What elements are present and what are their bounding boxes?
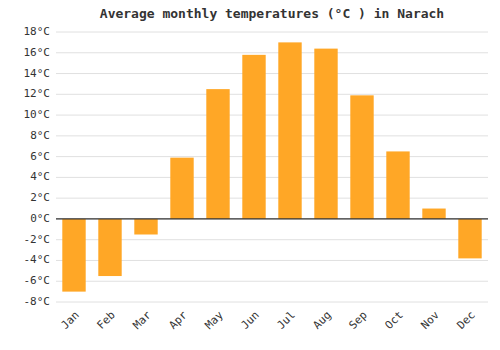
y-tick-label: 4°C	[30, 170, 50, 183]
bar	[170, 158, 193, 219]
grid-line	[56, 73, 488, 74]
bar	[278, 42, 301, 219]
bar	[242, 55, 265, 219]
x-tick-label: Jan	[59, 309, 82, 332]
x-tick-label: Aug	[311, 309, 334, 332]
bar	[350, 95, 373, 219]
y-tick-label: 14°C	[24, 67, 51, 80]
y-tick-label: -8°C	[24, 295, 51, 308]
bar	[62, 219, 85, 292]
bar	[386, 151, 409, 219]
title: Average monthly temperatures (°C ) in Na…	[100, 6, 444, 21]
chart: -8°C -6°C -4°C -2°C 0°C 2°C 4°C 6°C 8°C 10°C 12°C 1…	[0, 0, 500, 350]
x-tick-label: Dec	[455, 309, 478, 332]
x-tick-label: Jul	[275, 309, 298, 332]
bar	[314, 49, 337, 219]
y-tick-label: 16°C	[24, 46, 51, 59]
x-tick-label: Nov	[419, 308, 443, 332]
y-tick-label: -6°C	[24, 274, 51, 287]
y-tick-label: 18°C	[24, 25, 51, 38]
x-tick-label: Mar	[131, 308, 155, 332]
bar	[98, 219, 121, 276]
x-tick-label: Oct	[383, 309, 406, 332]
y-tick-label: 10°C	[24, 108, 51, 121]
x-tick-label: May	[203, 308, 227, 332]
bars	[62, 42, 481, 291]
grid-line	[56, 302, 488, 303]
y-tick-label: 12°C	[24, 87, 51, 100]
x-tick-label: Feb	[95, 309, 118, 332]
grid-line	[56, 198, 488, 199]
y-tick-label: 2°C	[30, 191, 50, 204]
x-tick-label: Jun	[239, 309, 262, 332]
grid-line	[56, 156, 488, 157]
bar	[458, 219, 481, 258]
grid-line	[56, 135, 488, 136]
grid-line	[56, 177, 488, 178]
y-tick-label: 0°C	[30, 212, 50, 225]
x-tick-label: Sep	[347, 309, 370, 332]
grid-line	[56, 115, 488, 116]
x-tick-label: Apr	[167, 308, 191, 332]
grid-line	[56, 218, 488, 219]
baseline	[56, 218, 488, 219]
grid-line	[56, 94, 488, 95]
y-tick-label: -4°C	[24, 253, 51, 266]
grid-line	[56, 281, 488, 282]
bar	[134, 219, 157, 235]
grid	[56, 32, 488, 302]
y-tick-label: 6°C	[30, 150, 50, 163]
y-tick-label: -2°C	[24, 233, 51, 246]
y-tick-label: 8°C	[30, 129, 50, 142]
grid-line	[56, 52, 488, 53]
bar	[206, 89, 229, 219]
bar	[422, 209, 445, 219]
grid-line	[56, 32, 488, 33]
